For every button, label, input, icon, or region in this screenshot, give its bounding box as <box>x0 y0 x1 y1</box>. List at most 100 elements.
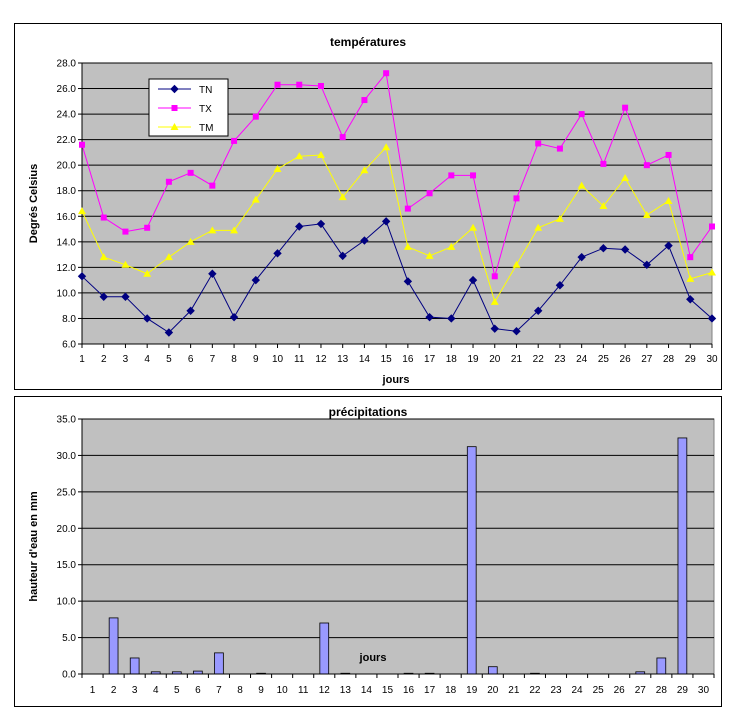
precipitation-bar <box>466 446 477 675</box>
marker-tn <box>142 314 152 323</box>
y-tick-label: 20.0 <box>57 161 77 172</box>
y-tick-label: 14.0 <box>57 237 77 248</box>
marker-tx <box>665 151 672 158</box>
marker-tx <box>317 82 324 89</box>
precipitation-bar <box>677 437 688 675</box>
marker-tn <box>360 236 369 245</box>
marker-tn <box>620 245 630 254</box>
marker-tx <box>404 205 411 212</box>
x-tick-label: 26 <box>614 685 626 696</box>
marker-tn <box>512 327 521 336</box>
legend-label: TM <box>199 123 213 134</box>
x-tick-label: 11 <box>298 685 309 696</box>
marker-tx <box>296 81 303 88</box>
marker-tm <box>642 210 651 218</box>
precipitation-bar <box>108 617 119 675</box>
marker-tm <box>121 260 130 268</box>
marker-tx <box>600 160 607 167</box>
x-tick-label: 4 <box>153 685 159 696</box>
marker-tm <box>295 152 304 160</box>
marker-tx <box>622 104 629 111</box>
x-axis-label: jours <box>382 374 410 386</box>
marker-tm <box>403 242 412 250</box>
marker-tm <box>273 165 282 173</box>
marker-tn <box>642 260 652 270</box>
x-tick-label: 20 <box>489 354 501 365</box>
x-tick-label: 12 <box>315 354 327 365</box>
x-tick-label: 16 <box>403 685 415 696</box>
x-tick-label: 30 <box>706 354 718 365</box>
y-tick-label: 25.0 <box>57 487 77 498</box>
series-line-tx <box>81 72 713 277</box>
marker-tm <box>425 251 434 259</box>
marker-tn <box>99 292 108 301</box>
legend-item-tm: TM <box>158 123 213 134</box>
y-tick-label: 0.0 <box>62 670 76 681</box>
x-tick-label: 9 <box>253 354 259 365</box>
legend-item-tx: TX <box>158 104 212 115</box>
marker-tm <box>143 269 152 277</box>
x-tick-label: 5 <box>166 354 172 365</box>
x-tick-label: 25 <box>598 354 610 365</box>
x-tick-label: 29 <box>685 354 697 365</box>
x-tick-label: 17 <box>424 685 436 696</box>
marker-tx <box>687 254 694 261</box>
x-tick-label: 19 <box>466 685 478 696</box>
temperature-chart-panel: 6.0 8.0 10.0 12.0 14.0 16.0 18.0 20.0 22.0 24.0 26… <box>14 23 722 390</box>
marker-tx <box>122 228 129 235</box>
precipitation-chart-panel: 0.0 5.0 10.0 15.0 20.0 25.0 30.0 35.0 1 2 3 4 5 6 7 8 9 1… <box>14 396 722 707</box>
marker-tn <box>170 84 179 94</box>
y-tick-label: 12.0 <box>57 263 77 274</box>
precipitation-bar <box>487 666 498 675</box>
y-tick-label: 5.0 <box>62 633 76 644</box>
legend-label: TX <box>199 104 212 115</box>
marker-tx <box>578 111 585 118</box>
legend-item-tn: TN <box>158 84 212 96</box>
x-tick-label: 28 <box>656 685 668 696</box>
x-tick-label: 30 <box>698 685 710 696</box>
marker-tm <box>555 214 564 222</box>
marker-tx <box>274 81 281 88</box>
marker-tn <box>490 324 499 333</box>
marker-tx <box>231 137 238 144</box>
y-tick-label: 15.0 <box>57 560 77 571</box>
x-tick-label: 7 <box>210 354 216 365</box>
precipitation-bar <box>214 652 224 675</box>
marker-tx <box>470 172 477 179</box>
marker-tx <box>513 195 520 202</box>
y-tick-label: 26.0 <box>57 84 77 95</box>
marker-tm <box>164 253 173 261</box>
marker-tm <box>230 226 239 234</box>
y-axis-label: hauteur d'eau en mm <box>28 491 40 601</box>
x-tick-label: 14 <box>359 354 371 365</box>
marker-tm <box>686 274 695 282</box>
x-tick-label: 5 <box>174 685 180 696</box>
temperature-chart: 6.08.010.012.014.016.018.020.022.024.026… <box>28 35 718 386</box>
marker-tn <box>468 275 478 285</box>
y-tick-label: 18.0 <box>57 186 77 197</box>
marker-tm <box>338 193 347 201</box>
x-tick-label: 13 <box>337 354 349 365</box>
marker-tn <box>121 292 130 301</box>
x-tick-label: 24 <box>572 685 584 696</box>
x-tick-label: 19 <box>467 354 479 365</box>
x-tick-label: 11 <box>294 354 305 365</box>
x-axis-label: jours <box>359 652 387 664</box>
x-tick-label: 6 <box>188 354 194 365</box>
marker-tm <box>316 150 325 158</box>
x-tick-label: 2 <box>101 354 107 365</box>
x-tick-label: 3 <box>123 354 129 365</box>
marker-tn <box>533 306 543 315</box>
marker-tn <box>251 275 261 285</box>
y-tick-label: 35.0 <box>57 415 77 426</box>
marker-tn <box>338 251 347 261</box>
x-tick-label: 12 <box>319 685 331 696</box>
marker-tm <box>78 207 86 215</box>
marker-tn <box>664 241 673 250</box>
marker-tn <box>403 277 413 286</box>
marker-tx <box>209 182 216 189</box>
marker-tn <box>707 314 717 323</box>
marker-tn <box>295 222 304 231</box>
marker-tx <box>448 172 455 179</box>
x-tick-label: 16 <box>402 354 414 365</box>
